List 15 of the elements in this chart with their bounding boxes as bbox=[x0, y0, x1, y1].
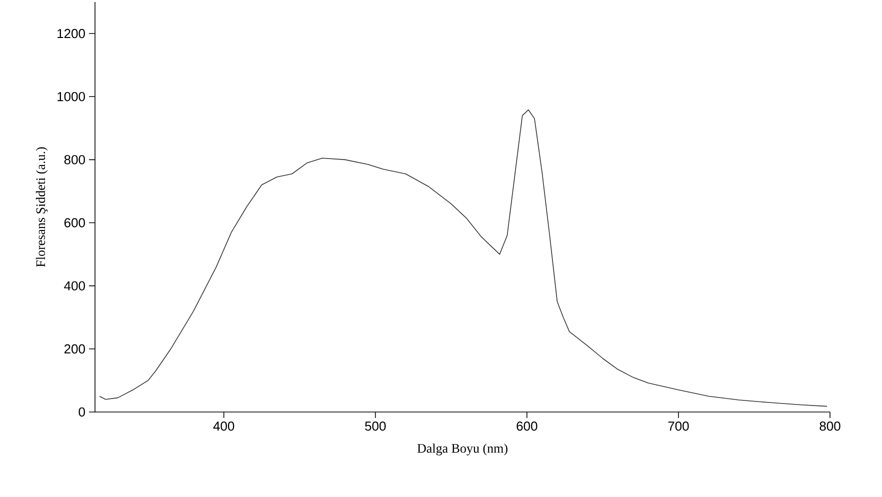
x-tick-label: 400 bbox=[213, 422, 234, 431]
y-axis-title: Floresans Şiddeti (a.u.) bbox=[36, 147, 48, 267]
x-tick-label: 600 bbox=[516, 422, 538, 431]
x-tick-label: 800 bbox=[820, 422, 840, 431]
y-tick-label: 1000 bbox=[58, 92, 85, 102]
line-series bbox=[99, 109, 828, 407]
y-tick-label: 600 bbox=[64, 218, 85, 228]
x-tick-label: 500 bbox=[365, 422, 386, 431]
y-tick-label: 200 bbox=[64, 344, 85, 354]
y-tick-label: 0 bbox=[78, 407, 85, 417]
y-tick-label: 1200 bbox=[58, 28, 85, 38]
y-tick-label: 400 bbox=[64, 281, 85, 290]
x-axis-title: Dalga Boyu (nm) bbox=[417, 444, 508, 456]
y-tick-label: 800 bbox=[64, 155, 85, 164]
x-tick-label: 700 bbox=[668, 422, 689, 431]
